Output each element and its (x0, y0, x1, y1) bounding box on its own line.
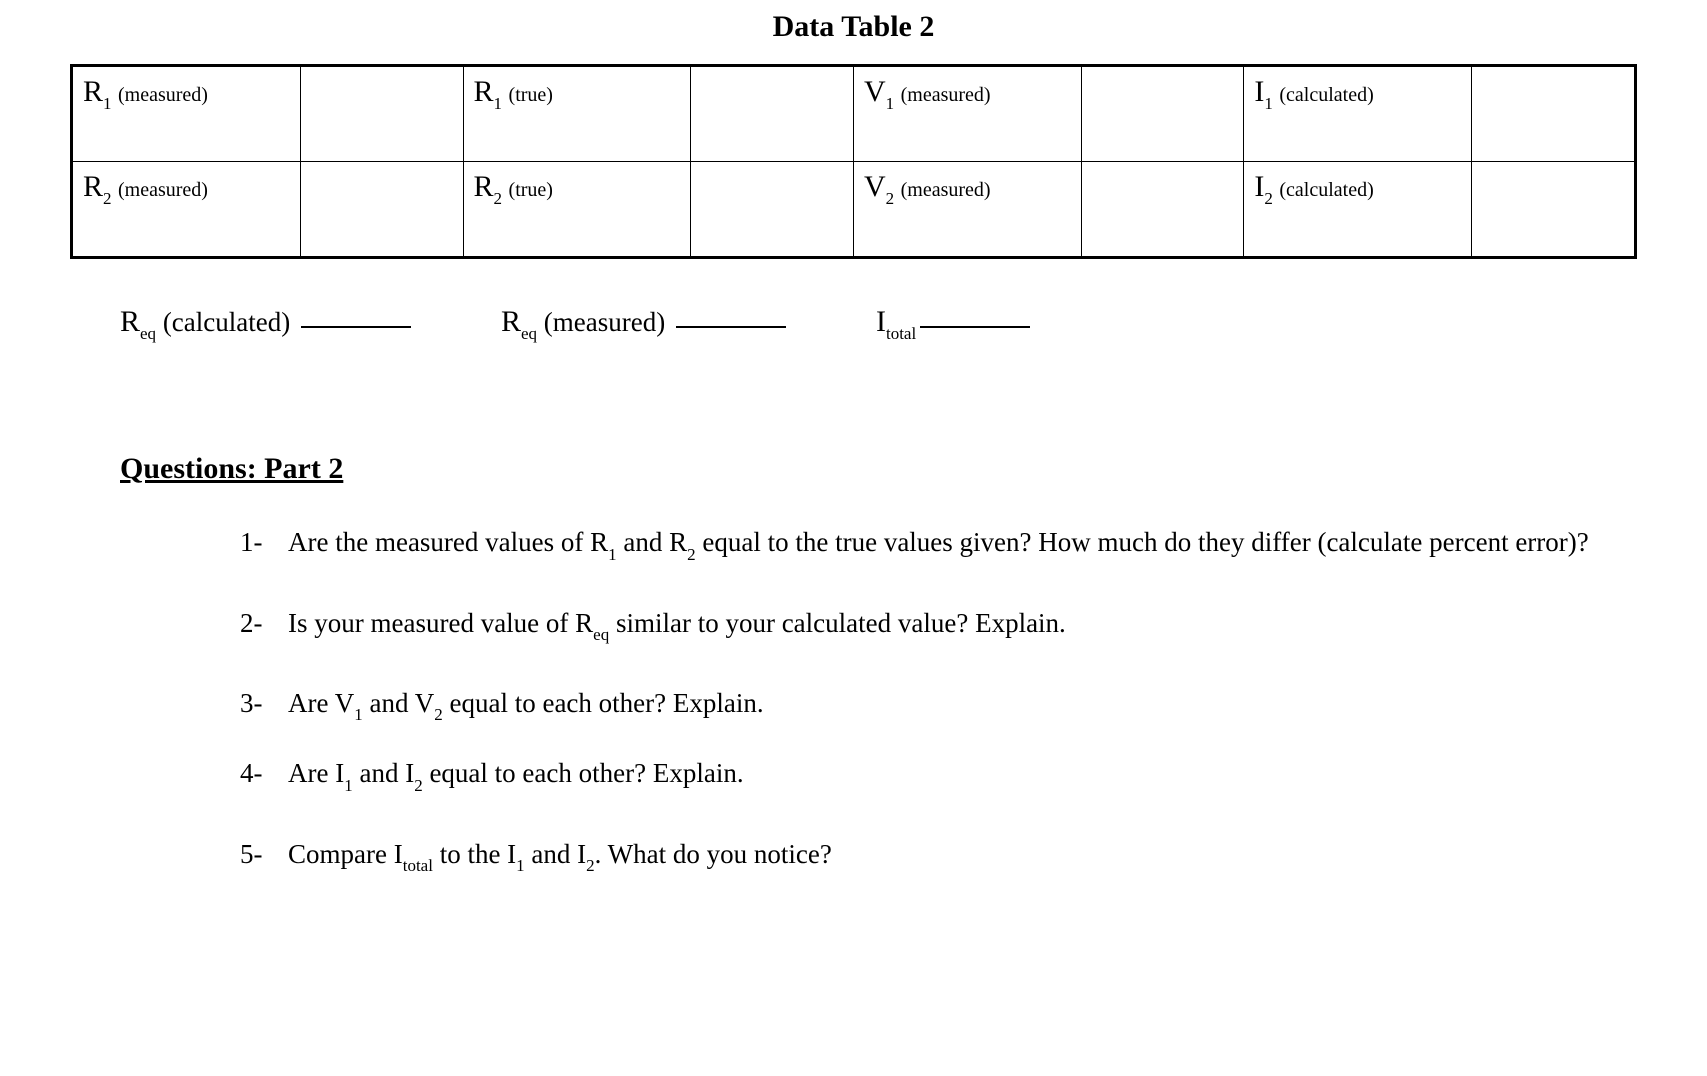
table-row: R2 (measured) R2 (true) V2 (measured) I2… (72, 162, 1636, 258)
blank-line (920, 326, 1030, 328)
question-2: Is your measured value of Req similar to… (240, 605, 1597, 645)
cell-r2-true: R2 (true) (463, 162, 691, 258)
req-measured: Req (measured) (501, 305, 786, 342)
cell-blank (691, 162, 854, 258)
questions-header: Questions: Part 2 (120, 452, 1637, 486)
cell-v1-measured: V1 (measured) (853, 66, 1081, 162)
cell-r2-measured: R2 (measured) (72, 162, 301, 258)
cell-blank (1081, 66, 1244, 162)
blank-line (301, 326, 411, 328)
questions-list: Are the measured values of R1 and R2 equ… (240, 524, 1597, 876)
blank-line (676, 326, 786, 328)
req-calculated: Req (calculated) (120, 305, 411, 342)
cell-blank (1471, 66, 1635, 162)
worksheet-page: Data Table 2 R1 (measured) R1 (true) V1 … (0, 0, 1707, 1076)
i-total: Itotal (876, 305, 1030, 342)
cell-r1-true: R1 (true) (463, 66, 691, 162)
cell-i2-calculated: I2 (calculated) (1244, 162, 1472, 258)
question-3: Are V1 and V2 equal to each other? Expla… (240, 685, 1597, 725)
table-row: R1 (measured) R1 (true) V1 (measured) I1… (72, 66, 1636, 162)
summary-row: Req (calculated) Req (measured) Itotal (120, 305, 1637, 342)
question-4: Are I1 and I2 equal to each other? Expla… (240, 755, 1597, 795)
cell-blank (300, 66, 463, 162)
question-5: Compare Itotal to the I1 and I2. What do… (240, 836, 1597, 876)
cell-i1-calculated: I1 (calculated) (1244, 66, 1472, 162)
cell-blank (1471, 162, 1635, 258)
cell-blank (691, 66, 854, 162)
cell-v2-measured: V2 (measured) (853, 162, 1081, 258)
data-table-2: R1 (measured) R1 (true) V1 (measured) I1… (70, 64, 1637, 259)
cell-r1-measured: R1 (measured) (72, 66, 301, 162)
question-1: Are the measured values of R1 and R2 equ… (240, 524, 1597, 564)
cell-blank (1081, 162, 1244, 258)
cell-blank (300, 162, 463, 258)
page-title: Data Table 2 (70, 10, 1637, 44)
